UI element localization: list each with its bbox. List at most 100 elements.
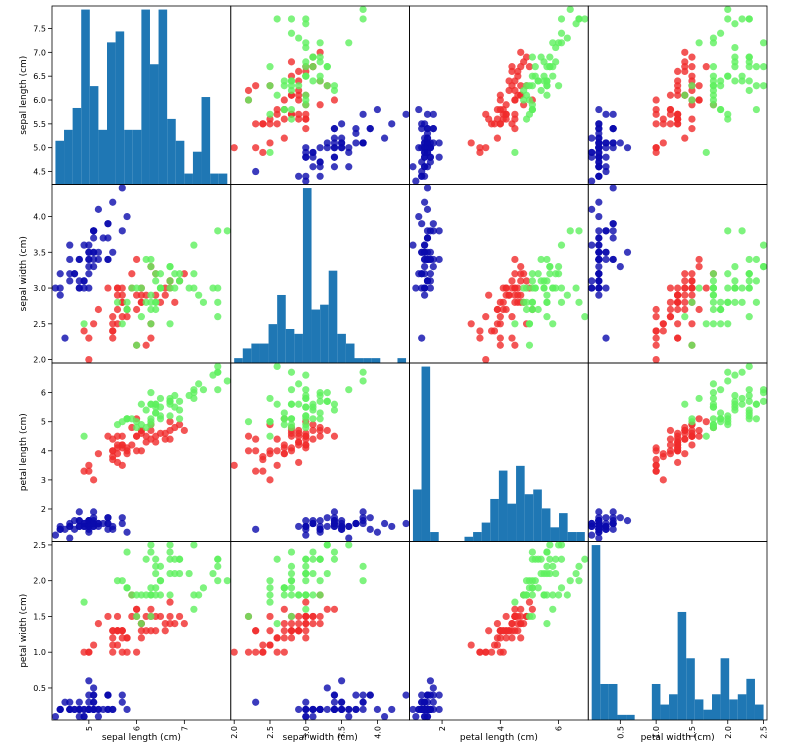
scatter-point [85,461,93,469]
scatter-point [659,320,667,328]
x-tick-label: 4 [496,726,505,731]
scatter-point [118,514,126,522]
scatter-point [759,39,768,47]
scatter-point [724,421,732,429]
scatter-point [609,227,617,235]
scatter-point [56,270,64,278]
scatter-point [738,368,746,376]
scatter-point [731,371,739,379]
scatter-point [531,555,539,563]
scatter-point [209,569,217,578]
scatter-point [166,262,174,271]
scatter-point [152,403,160,411]
scatter-point [418,120,426,128]
scatter-point [520,619,528,628]
scatter-point [557,584,566,592]
scatter-point [309,426,317,435]
scatter-point [724,5,732,14]
scatter-point [359,698,367,706]
scatter-point [681,291,689,299]
scatter-point [517,634,525,642]
scatter-point [90,320,98,328]
scatter-point [147,262,155,271]
scatter-point [499,648,507,656]
cell-frame [51,184,232,364]
scatter-point [180,619,188,628]
scatter-point [330,406,339,414]
scatter-point [118,184,126,192]
scatter-point [602,255,610,264]
scatter-point [147,334,155,342]
scatter-point [709,277,718,285]
scatter-point [280,605,288,613]
scatter-point [482,355,490,364]
scatter-point [104,255,112,264]
scatter-point [476,334,484,342]
y-tick-label: 4 [41,447,46,456]
scatter-point [517,63,525,71]
scatter-point [681,450,689,458]
scatter-point [273,15,281,23]
scatter-point [171,270,179,278]
scatter-point [123,548,131,556]
scatter-point [113,305,122,314]
cell-2-0 [51,362,232,542]
scatter-point [273,400,281,408]
x-tick-label: 2.5 [760,726,769,739]
scatter-point [482,313,490,321]
scatter-point [295,627,303,635]
scatter-point [681,400,689,408]
scatter-point [147,298,155,306]
scatter-point [514,619,522,628]
scatter-point [666,426,675,435]
x-tick-label: 2.0 [724,726,733,739]
scatter-point [752,298,761,306]
scatter-point [190,605,198,613]
hist-bar [490,498,499,542]
scatter-point [688,270,696,278]
scatter-point [266,641,274,649]
scatter-point [287,444,296,452]
scatter-point [423,129,432,137]
scatter-point [525,82,534,90]
scatter-point [85,270,93,278]
hist-bar [218,173,228,185]
scatter-point [90,517,98,525]
scatter-point [137,619,145,628]
scatter-point [595,248,603,256]
scatter-point [666,435,675,443]
scatter-point [302,429,310,437]
scatter-point [302,110,310,118]
scatter-point [309,406,317,414]
scatter-point [588,134,596,142]
hist-bar [201,97,211,185]
scatter-point [415,105,423,114]
y-tick-label: 2.0 [33,577,46,586]
scatter-point [133,255,141,264]
scatter-point [552,270,560,278]
scatter-point [666,91,675,99]
scatter-point [681,429,689,437]
scatter-point [716,409,725,417]
scatter-point [266,612,274,621]
scatter-point [505,86,513,95]
scatter-point [287,415,296,423]
hist-bar [720,658,730,720]
scatter-point [652,341,660,349]
scatter-point [759,386,768,394]
scatter-point [309,415,317,423]
scatter-point [525,584,534,592]
scatter-point [738,298,746,306]
scatter-point [738,77,746,85]
scatter-point [517,605,525,613]
scatter-point [80,327,88,335]
scatter-point [426,227,435,235]
scatter-point [581,15,589,23]
hist-bar [149,64,159,185]
hist-bar [737,694,747,720]
scatter-point [280,105,288,114]
cell-3-2 [409,541,589,721]
scatter-point [280,421,288,429]
scatter-point [380,712,389,721]
scatter-point [109,198,117,206]
